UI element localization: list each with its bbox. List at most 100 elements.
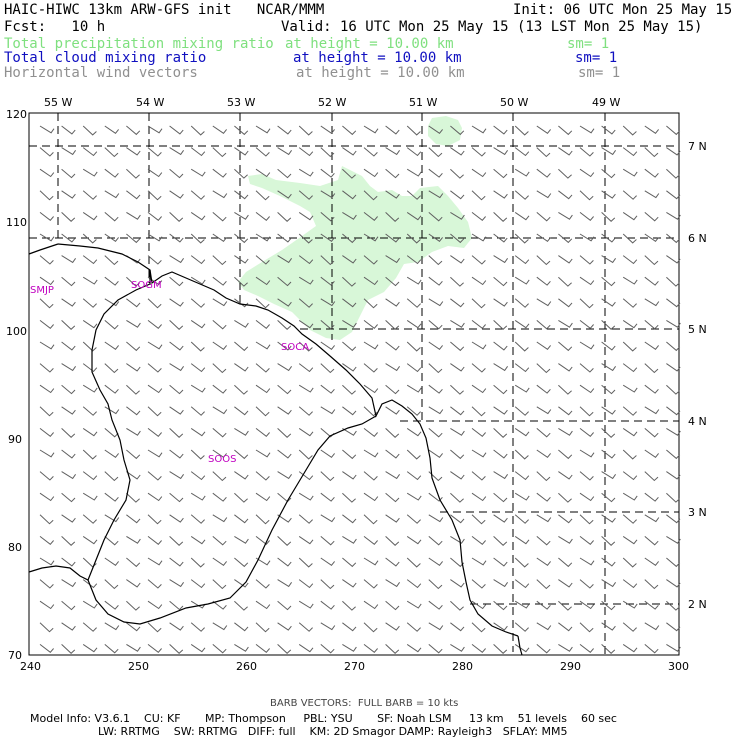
wind-barb — [666, 643, 681, 652]
wind-barb — [234, 384, 248, 395]
wind-barb — [450, 190, 465, 200]
wind-barb — [514, 233, 529, 244]
wind-barb — [39, 644, 54, 653]
wind-barb — [450, 255, 465, 264]
wind-barb — [82, 190, 97, 200]
wind-barb — [601, 536, 616, 546]
wind-barb — [471, 190, 486, 201]
wind-barb — [536, 600, 551, 610]
wind-barb — [579, 536, 594, 545]
wind-barb — [666, 233, 681, 244]
wind-barb — [342, 514, 357, 524]
wind-barb — [277, 514, 292, 523]
wind-barb — [320, 341, 335, 350]
wind-barb — [385, 406, 400, 415]
wind-barb — [428, 514, 444, 523]
y-axis-ticks: 70 80 90 100 110 120 — [6, 108, 27, 662]
wind-barb — [558, 147, 573, 156]
wind-barb — [104, 255, 119, 266]
wind-barb — [601, 320, 616, 330]
wind-barb — [61, 363, 77, 372]
wind-barb — [644, 557, 659, 566]
wind-barb — [212, 536, 227, 546]
wind-barb — [601, 384, 616, 395]
wind-barb — [104, 428, 119, 438]
wind-barb — [514, 427, 530, 437]
wind-barb — [622, 233, 637, 244]
wind-barb — [536, 644, 551, 654]
wind-barb — [255, 536, 270, 545]
wind-barb — [169, 428, 184, 438]
wind-barb — [428, 276, 443, 286]
y-tick-label: 80 — [8, 541, 22, 554]
wind-barb — [514, 579, 530, 589]
wind-barb — [385, 536, 400, 546]
wind-barb — [82, 319, 98, 329]
wind-barb — [320, 600, 335, 610]
wind-barb — [255, 428, 270, 437]
wind-barb — [277, 384, 292, 395]
wind-barb — [666, 471, 681, 480]
wind-barb — [255, 125, 271, 134]
wind-barb — [622, 125, 637, 136]
border-suriname-guyana — [28, 270, 151, 581]
wind-barb — [385, 147, 401, 156]
wind-barb — [190, 276, 206, 285]
wind-barb — [190, 319, 206, 329]
wind-barb — [536, 536, 551, 546]
wind-barb — [298, 125, 313, 136]
wind-barb — [666, 147, 681, 156]
wind-barb — [190, 514, 205, 524]
wind-barb — [558, 514, 573, 524]
wind-barb — [147, 363, 162, 373]
wind-barb — [169, 363, 185, 372]
wind-barb — [255, 600, 271, 610]
wind-barb — [320, 449, 335, 458]
wind-barb — [169, 168, 184, 179]
wind-barb — [39, 406, 54, 417]
wind-barb — [126, 643, 141, 652]
wind-barb — [471, 320, 486, 329]
wind-barb — [493, 492, 508, 503]
wind-barb — [471, 428, 486, 437]
wind-barb — [147, 255, 162, 265]
wind-barb — [82, 427, 98, 437]
wind-barb — [536, 125, 551, 134]
wind-barb — [406, 298, 421, 308]
wind-barb — [277, 449, 292, 459]
wind-barb — [104, 363, 119, 374]
wind-barb — [169, 298, 184, 307]
wind-barb — [363, 276, 379, 286]
wind-barb — [428, 363, 443, 374]
wind-barb — [212, 471, 227, 482]
wind-barb — [342, 125, 357, 136]
wind-barb — [622, 255, 638, 265]
wind-barb — [126, 492, 140, 503]
wind-barb — [126, 211, 141, 220]
wind-barb — [601, 147, 617, 156]
wind-barb — [298, 471, 314, 481]
wind-barb — [255, 384, 271, 394]
wind-barb — [558, 406, 573, 416]
wind-barb — [342, 190, 357, 200]
wind-barb — [363, 320, 378, 329]
wind-barb — [255, 212, 270, 221]
wind-barb — [169, 255, 185, 264]
wind-barb — [406, 319, 422, 329]
wind-barb — [61, 471, 77, 480]
wind-barb — [428, 125, 443, 134]
wind-barb — [471, 536, 486, 545]
wind-barb — [450, 622, 465, 632]
wind-barb — [622, 190, 637, 200]
wind-barb — [212, 341, 227, 350]
wind-barb — [190, 427, 206, 437]
wind-barb — [104, 147, 119, 158]
wind-barb — [363, 190, 378, 201]
lon-label: 53 W — [227, 96, 255, 109]
wind-barb — [536, 363, 551, 374]
wind-barb — [385, 471, 401, 480]
wind-barb — [536, 190, 552, 199]
wind-barb — [190, 643, 206, 653]
wind-barb — [212, 125, 227, 134]
wind-barb — [601, 579, 617, 588]
